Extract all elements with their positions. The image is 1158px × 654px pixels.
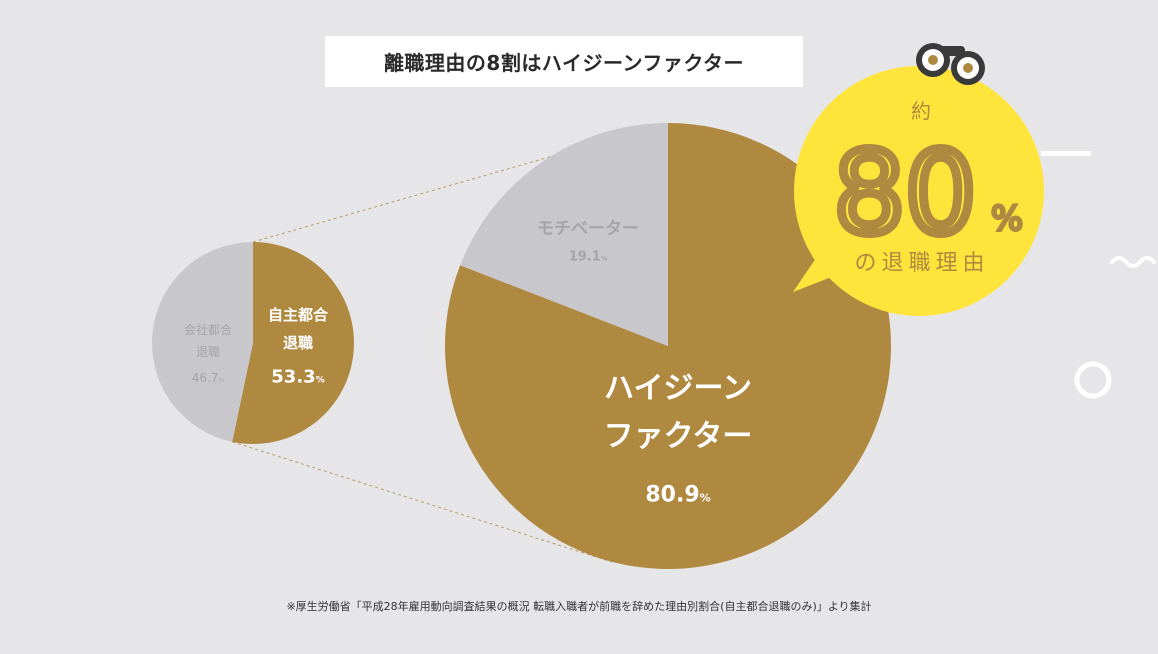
decor-dash: [1041, 151, 1091, 156]
decor-wave: [1110, 256, 1156, 268]
callout-caption: の退職理由: [854, 251, 989, 276]
pie-small-slice-0: [232, 242, 354, 444]
callout-number: 80: [834, 129, 977, 259]
pie-large: ハイジーンファクター 80.9% モチベーター 19.1%: [445, 123, 891, 569]
pie-large-label-1-label-line: モチベーター: [537, 219, 639, 239]
pie-small-label-0-label-line: 退職: [283, 334, 313, 352]
zoom-connectors: [232, 122, 669, 563]
pie-large-label-0: ハイジーンファクター 80.9%: [604, 371, 753, 508]
callout-circle: [794, 66, 1044, 316]
pie-small-label-1-label-line: 会社都合: [184, 322, 232, 337]
callout-unit: %: [991, 199, 1023, 239]
binoculars-icon: [916, 43, 985, 85]
chart-title: 離職理由の8割はハイジーンファクター: [383, 51, 745, 75]
pie-large-slice-1: [460, 123, 668, 346]
pie-large-label-1: モチベーター 19.1%: [537, 219, 639, 265]
callout-prefix: 約: [911, 99, 931, 123]
pie-large-label-0-label-line: ファクター: [604, 419, 753, 454]
pie-small-label-0-value: 53.3%: [271, 366, 324, 387]
pie-small-label-0-label-line: 自主都合: [268, 306, 329, 324]
title-box: 離職理由の8割はハイジーンファクター: [325, 36, 803, 87]
pie-large-label-1-value: 19.1%: [569, 250, 608, 265]
pie-small-label-1-value: 46.7%: [192, 371, 225, 385]
pie-small-label-1-label-line: 退職: [196, 345, 220, 359]
pie-small-slice-1: [152, 241, 253, 442]
pie-large-label-0-label-line: ハイジーン: [604, 371, 752, 406]
decorations: [1041, 151, 1156, 399]
pie-large-label-0-value: 80.9%: [645, 483, 710, 508]
pie-small-label-0: 自主都合退職 53.3%: [268, 306, 329, 387]
callout-bubble: 約 80 %の退職理由: [793, 43, 1044, 316]
decor-circle: [1074, 361, 1112, 399]
footnote: ※厚生労働省「平成28年雇用動向調査結果の概況 転職入職者が前職を辞めた理由別割…: [286, 600, 872, 613]
connector-bottom: [232, 441, 613, 563]
